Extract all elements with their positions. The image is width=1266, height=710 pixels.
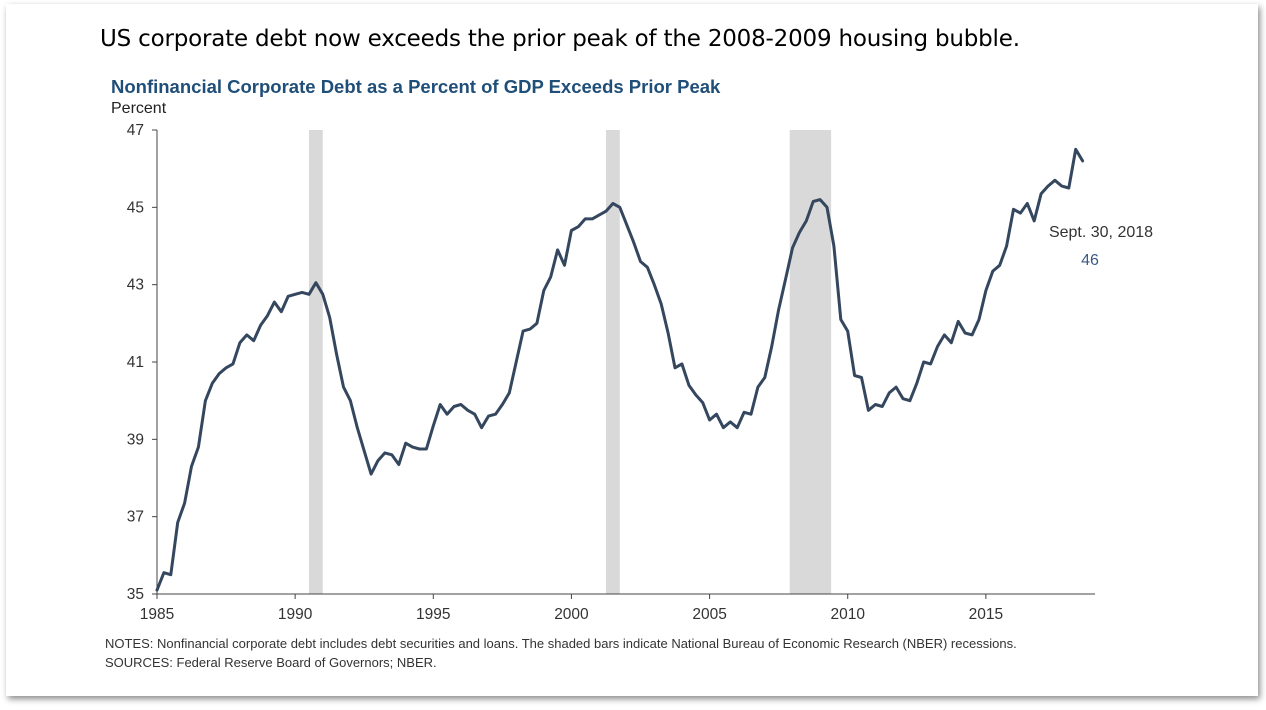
y-tick-label: 41 [127,354,144,371]
x-tick-label: 2015 [969,606,1003,623]
axes [156,130,1095,595]
recession-band [605,130,620,594]
x-tick-label: 1995 [416,606,450,623]
x-tick-label: 1985 [140,606,174,623]
series-line-corporate-debt [155,147,1085,592]
y-tick-label: 37 [127,509,144,526]
annotation-value: 46 [1081,252,1099,269]
x-tick-label: 2005 [692,606,726,623]
sources-line: SOURCES: Federal Reserve Board of Govern… [105,655,437,670]
y-tick-label: 35 [127,586,144,603]
recession-band [308,130,323,594]
notes-line: NOTES: Nonfinancial corporate debt inclu… [105,636,1017,651]
y-tick-label: 47 [127,122,144,139]
headline: US corporate debt now exceeds the prior … [100,26,1020,52]
recession-band [789,130,832,594]
y-tick-label: 39 [127,431,144,448]
y-axis-ticks: 35 37 39 41 43 45 47 [127,122,157,603]
x-axis-ticks: 1985 1990 1995 2000 2005 2010 2015 [140,594,1003,623]
chart-title: Nonfinancial Corporate Debt as a Percent… [111,76,721,97]
y-tick-label: 45 [127,199,144,216]
x-tick-label: 2010 [830,606,865,623]
slide-frame [6,4,1258,696]
x-tick-label: 1990 [278,606,313,623]
y-axis-label: Percent [111,100,167,117]
recession-bands [308,130,832,594]
x-tick-label: 2000 [554,606,589,623]
y-tick-label: 43 [127,277,144,294]
annotation-date: Sept. 30, 2018 [1049,224,1153,241]
chart-notes: NOTES: Nonfinancial corporate debt inclu… [105,634,1017,672]
